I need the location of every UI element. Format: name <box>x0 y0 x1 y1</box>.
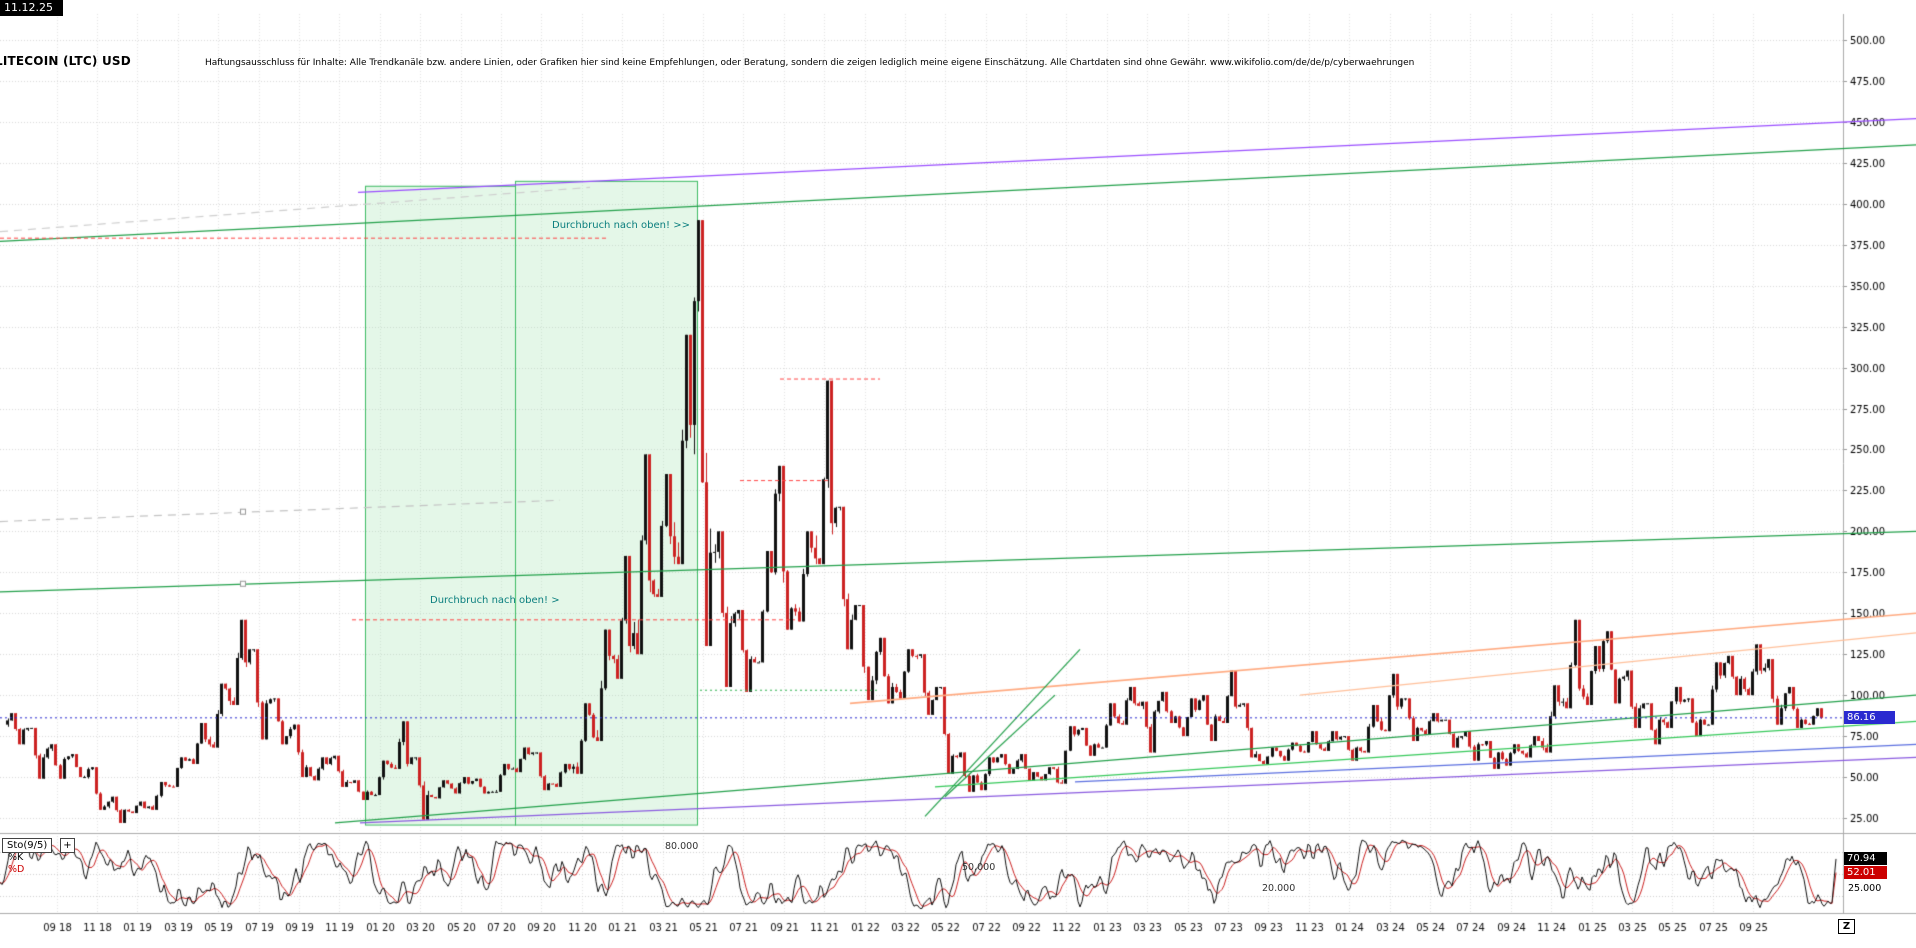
chart-annotation-breakout-upper[interactable]: Durchbruch nach oben! >> <box>552 220 690 232</box>
indicator-settings-button[interactable]: Sto(9/5) <box>2 838 53 853</box>
stochastic-level-80-label: 80.000 <box>665 841 699 852</box>
indicator-add-button[interactable]: + <box>60 838 75 853</box>
stochastic-d-value-badge: 52.01 <box>1844 866 1887 879</box>
chart-date-label: 11.12.25 <box>0 0 63 16</box>
stochastic-level-50-label: 50.000 <box>962 862 996 873</box>
chart-annotation-breakout-lower[interactable]: Durchbruch nach oben! > <box>430 595 560 607</box>
last-price-badge: 86.16 <box>1844 711 1895 724</box>
stochastic-d-label: %D <box>8 864 25 875</box>
instrument-title: LITECOIN (LTC) USD <box>0 54 131 68</box>
disclaimer-text: Haftungsausschluss für Inhalte: Alle Tre… <box>205 58 1415 68</box>
stochastic-axis-label: 25.000 <box>1848 883 1882 894</box>
stochastic-k-label: %K <box>8 852 24 863</box>
stochastic-k-value-badge: 70.94 <box>1844 852 1887 865</box>
zoom-z-button[interactable]: Z <box>1838 919 1855 934</box>
stochastic-level-20-label: 20.000 <box>1262 883 1296 894</box>
